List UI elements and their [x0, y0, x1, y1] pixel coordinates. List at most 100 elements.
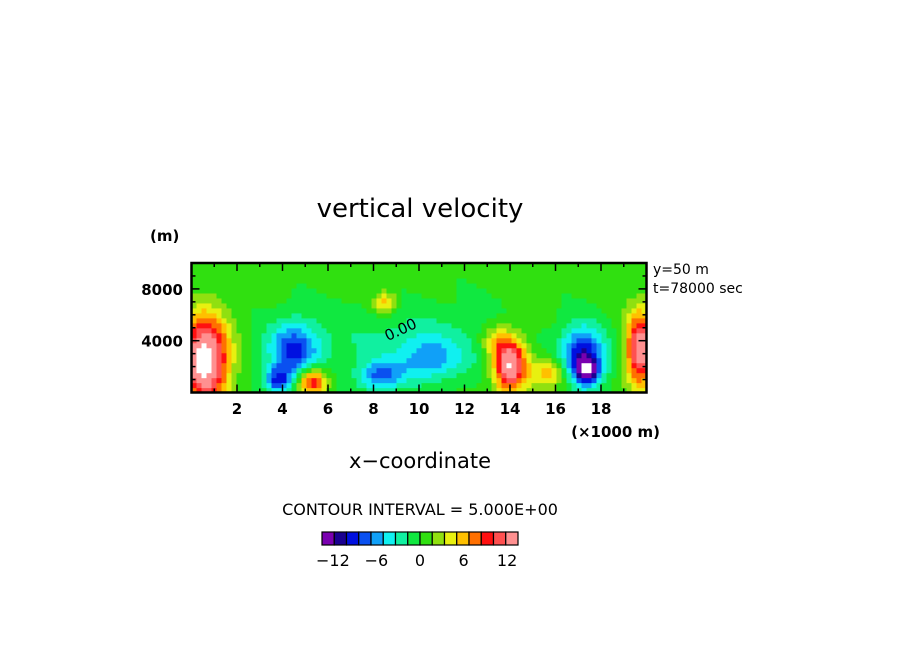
heatmap-cell — [456, 347, 463, 354]
heatmap-cell — [471, 367, 478, 374]
heatmap-cell — [606, 263, 613, 269]
heatmap-cell — [566, 272, 573, 279]
heatmap-cell — [551, 357, 558, 364]
heatmap-cell — [621, 282, 628, 289]
heatmap-cell — [476, 263, 483, 269]
heatmap-cell — [256, 327, 263, 334]
y-tick-label: 4000 — [141, 333, 183, 351]
heatmap-cell — [531, 312, 538, 319]
heatmap-cell — [206, 357, 213, 364]
heatmap-cell — [326, 362, 333, 369]
heatmap-cell — [611, 307, 618, 314]
heatmap-cell — [221, 332, 228, 339]
heatmap-cell — [516, 347, 523, 354]
heatmap-cell — [346, 357, 353, 364]
heatmap-cell — [246, 322, 253, 329]
heatmap-cell — [226, 377, 233, 384]
heatmap-cell — [641, 317, 648, 324]
heatmap-cell — [606, 327, 613, 334]
heatmap-cell — [411, 352, 418, 359]
heatmap-cell — [596, 352, 603, 359]
heatmap-cell — [406, 377, 413, 384]
colorbar-swatch — [419, 531, 433, 546]
heatmap-cell — [586, 372, 593, 379]
heatmap-cell — [501, 307, 508, 314]
heatmap-cell — [276, 277, 283, 284]
heatmap-cell — [261, 347, 268, 354]
heatmap-cell — [566, 387, 573, 394]
heatmap-cell — [271, 382, 278, 389]
heatmap-cell — [221, 337, 228, 344]
heatmap-cell — [506, 337, 513, 344]
heatmap-cell — [251, 347, 258, 354]
heatmap-cell — [601, 307, 608, 314]
heatmap-cell — [456, 287, 463, 294]
heatmap-cell — [396, 372, 403, 379]
heatmap-cell — [616, 367, 623, 374]
heatmap-cell — [581, 367, 588, 374]
heatmap-cell — [486, 377, 493, 384]
heatmap-cell — [326, 342, 333, 349]
heatmap-cell — [481, 272, 488, 279]
heatmap-cell — [626, 277, 633, 284]
heatmap-cell — [236, 272, 243, 279]
heatmap-cell — [421, 332, 428, 339]
colorbar-swatch — [321, 531, 335, 546]
heatmap-cell — [216, 287, 223, 294]
heatmap-cell — [521, 312, 528, 319]
heatmap-cell — [206, 302, 213, 309]
heatmap-cell — [196, 387, 203, 394]
heatmap-cell — [446, 382, 453, 389]
heatmap-cell — [391, 312, 398, 319]
heatmap-cell — [306, 307, 313, 314]
heatmap-cell — [221, 347, 228, 354]
heatmap-cell — [511, 307, 518, 314]
heatmap-cell — [586, 263, 593, 269]
heatmap-cell — [481, 337, 488, 344]
heatmap-cell — [501, 362, 508, 369]
heatmap-cell — [321, 347, 328, 354]
heatmap-cell — [231, 372, 238, 379]
heatmap-cell — [626, 322, 633, 329]
heatmap-cell — [281, 263, 288, 269]
heatmap-cell — [461, 322, 468, 329]
heatmap-cell — [516, 292, 523, 299]
heatmap-cell — [441, 282, 448, 289]
heatmap-cell — [476, 317, 483, 324]
heatmap-cell — [441, 372, 448, 379]
heatmap-cell — [226, 312, 233, 319]
heatmap-cell — [231, 317, 238, 324]
heatmap-cell — [521, 307, 528, 314]
heatmap-cell — [401, 342, 408, 349]
heatmap-cell — [371, 322, 378, 329]
heatmap-cell — [411, 372, 418, 379]
heatmap-cell — [341, 387, 348, 394]
heatmap-cell — [436, 327, 443, 334]
heatmap-cell — [596, 277, 603, 284]
heatmap-cell — [251, 377, 258, 384]
heatmap-cell — [311, 372, 318, 379]
heatmap-cell — [541, 297, 548, 304]
heatmap-cell — [361, 267, 368, 274]
heatmap-cell — [241, 267, 248, 274]
heatmap-cell — [501, 332, 508, 339]
heatmap-cell — [296, 387, 303, 394]
heatmap-cell — [501, 312, 508, 319]
colorbar-swatch — [505, 531, 519, 546]
heatmap-cell — [591, 352, 598, 359]
heatmap-cell — [636, 307, 643, 314]
heatmap-cell — [211, 317, 218, 324]
heatmap-cell — [536, 267, 543, 274]
heatmap-cell — [556, 297, 563, 304]
heatmap-cell — [576, 282, 583, 289]
heatmap-cell — [196, 347, 203, 354]
heatmap-cell — [566, 287, 573, 294]
heatmap-cell — [471, 342, 478, 349]
heatmap-cell — [486, 372, 493, 379]
heatmap-cell — [611, 387, 618, 394]
heatmap-cell — [301, 372, 308, 379]
heatmap-cell — [231, 292, 238, 299]
heatmap-cell — [556, 302, 563, 309]
heatmap-cell — [276, 312, 283, 319]
heatmap-cell — [196, 322, 203, 329]
